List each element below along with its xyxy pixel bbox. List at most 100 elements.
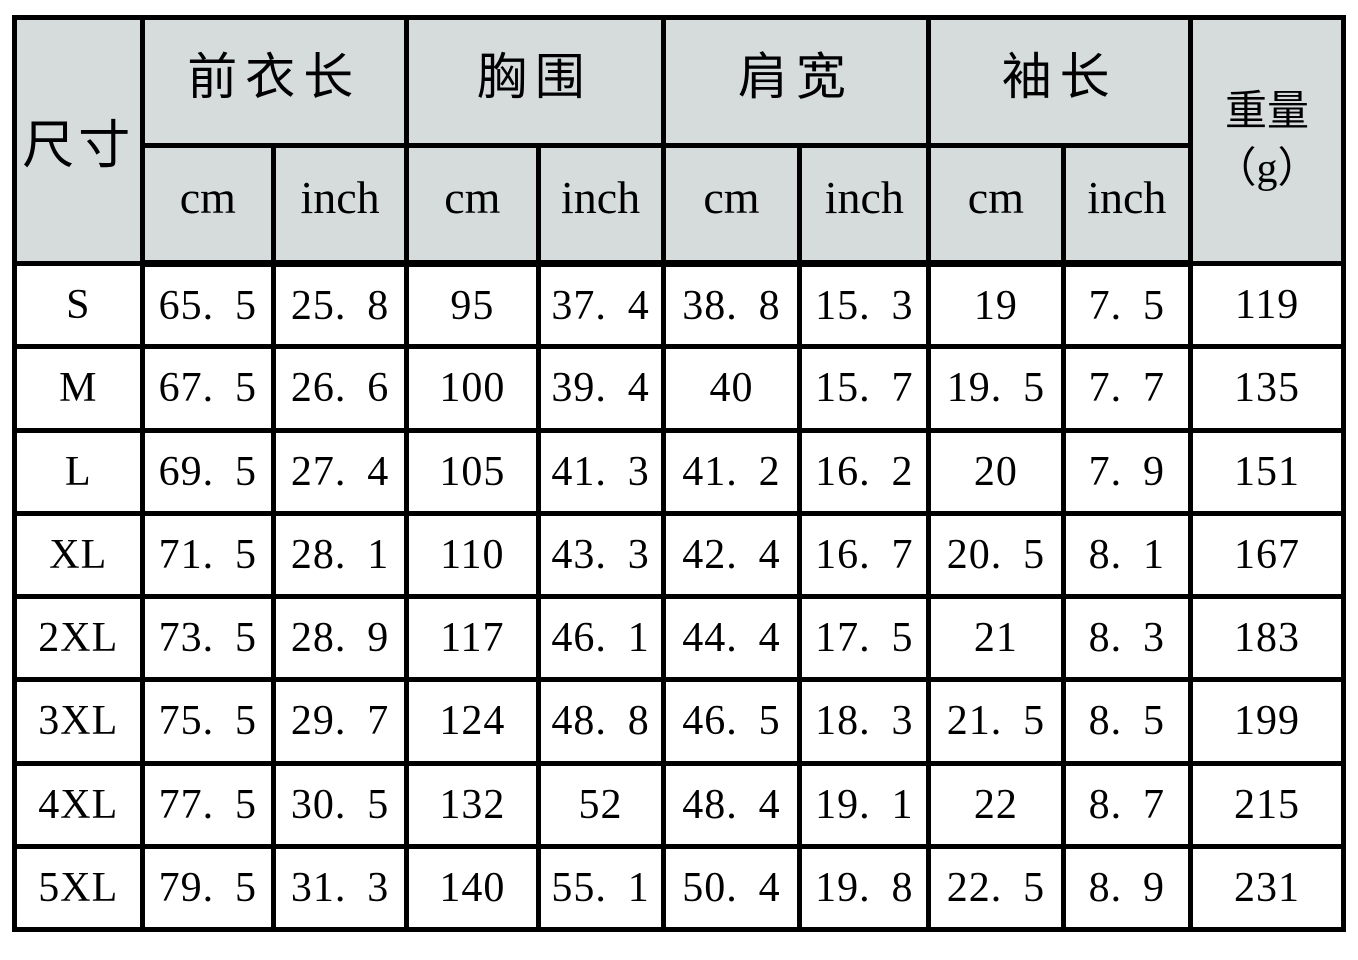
value-cell: 41. 3 [535,427,666,516]
value-cell: 67. 5 [139,344,277,433]
size-cell: 4XL [12,760,145,849]
value-cell: 65. 5 [139,260,277,350]
value-cell: 20. 5 [926,510,1066,600]
size-cell: 5XL [12,843,145,933]
table-row: L 69. 5 27. 4 105 41. 3 41. 2 16. 2 20 7. 9 151 [12,427,1346,516]
value-cell: 44. 4 [660,593,803,683]
value-cell: 28. 9 [271,593,410,683]
value-cell: 16. 2 [797,427,932,516]
value-cell: 21. 5 [926,677,1066,766]
weight-header-line1: 重量 [1225,88,1310,135]
unit-header-front-inch: inch [271,143,410,267]
value-cell: 25. 8 [271,260,410,350]
value-cell: 48. 4 [660,760,803,849]
value-cell: 29. 7 [271,677,410,766]
weight-header-line2: （g） [1214,145,1320,192]
value-cell: 27. 4 [271,427,410,516]
value-cell: 8. 1 [1060,510,1194,600]
value-cell: 183 [1188,593,1346,683]
value-cell: 69. 5 [139,427,277,516]
value-cell: 100 [404,344,541,433]
size-cell: 3XL [12,677,145,766]
value-cell: 16. 7 [797,510,932,600]
table-row: 4XL 77. 5 30. 5 132 52 48. 4 19. 1 22 8. 7 215 [12,760,1346,849]
value-cell: 31. 3 [271,843,410,933]
value-cell: 38. 8 [660,260,803,350]
value-cell: 105 [404,427,541,516]
unit-header-shoulder-cm: cm [660,143,803,267]
value-cell: 215 [1188,760,1346,849]
unit-header-chest-inch: inch [535,143,666,267]
value-cell: 117 [404,593,541,683]
value-cell: 71. 5 [139,510,277,600]
value-cell: 52 [535,760,666,849]
value-cell: 231 [1188,843,1346,933]
value-cell: 77. 5 [139,760,277,849]
value-cell: 55. 1 [535,843,666,933]
size-chart-table: 尺寸 前衣长 胸围 肩宽 袖长 重量 （g） cm inch cm inch c… [12,15,1346,933]
header-group-row: 尺寸 前衣长 胸围 肩宽 袖长 重量 （g） [12,15,1346,266]
value-cell: 79. 5 [139,843,277,933]
value-cell: 199 [1188,677,1346,766]
unit-header-shoulder-inch: inch [797,143,932,267]
value-cell: 20 [926,427,1066,516]
value-cell: 17. 5 [797,593,932,683]
unit-header-sleeve-cm: cm [926,143,1066,267]
table-body: S 65. 5 25. 8 95 37. 4 38. 8 15. 3 19 7. 5 119 M 67… [12,260,1346,933]
table-row: 2XL 73. 5 28. 9 117 46. 1 44. 4 17. 5 21 8. 3 183 [12,593,1346,683]
value-cell: 18. 3 [797,677,932,766]
value-cell: 21 [926,593,1066,683]
value-cell: 26. 6 [271,344,410,433]
value-cell: 73. 5 [139,593,277,683]
value-cell: 8. 3 [1060,593,1194,683]
value-cell: 37. 4 [535,260,666,350]
value-cell: 48. 8 [535,677,666,766]
value-cell: 7. 5 [1060,260,1194,350]
value-cell: 8. 9 [1060,843,1194,933]
value-cell: 75. 5 [139,677,277,766]
value-cell: 39. 4 [535,344,666,433]
value-cell: 46. 1 [535,593,666,683]
size-column-header: 尺寸 [12,15,145,266]
size-cell: L [12,427,145,516]
value-cell: 22. 5 [926,843,1066,933]
table-row: 5XL 79. 5 31. 3 140 55. 1 50. 4 19. 8 22. 5 8. 9… [12,843,1346,933]
size-cell: XL [12,510,145,600]
value-cell: 151 [1188,427,1346,516]
value-cell: 41. 2 [660,427,803,516]
weight-column-header: 重量 （g） [1188,15,1346,266]
table-header: 尺寸 前衣长 胸围 肩宽 袖长 重量 （g） cm inch cm inch c… [12,15,1346,267]
value-cell: 50. 4 [660,843,803,933]
value-cell: 19. 1 [797,760,932,849]
value-cell: 28. 1 [271,510,410,600]
value-cell: 167 [1188,510,1346,600]
value-cell: 19. 8 [797,843,932,933]
value-cell: 7. 9 [1060,427,1194,516]
group-header-front-length: 前衣长 [139,15,410,148]
value-cell: 132 [404,760,541,849]
value-cell: 8. 7 [1060,760,1194,849]
size-cell: 2XL [12,593,145,683]
value-cell: 110 [404,510,541,600]
value-cell: 95 [404,260,541,350]
table-row: M 67. 5 26. 6 100 39. 4 40 15. 7 19. 5 7. 7 135 [12,344,1346,433]
unit-header-chest-cm: cm [404,143,541,267]
value-cell: 7. 7 [1060,344,1194,433]
size-chart: 尺寸 前衣长 胸围 肩宽 袖长 重量 （g） cm inch cm inch c… [12,15,1346,933]
value-cell: 119 [1188,260,1346,350]
value-cell: 40 [660,344,803,433]
value-cell: 19 [926,260,1066,350]
value-cell: 43. 3 [535,510,666,600]
value-cell: 22 [926,760,1066,849]
table-row: 3XL 75. 5 29. 7 124 48. 8 46. 5 18. 3 21. 5 8. 5… [12,677,1346,766]
header-unit-row: cm inch cm inch cm inch cm inch [15,143,1344,267]
value-cell: 140 [404,843,541,933]
value-cell: 30. 5 [271,760,410,849]
value-cell: 8. 5 [1060,677,1194,766]
value-cell: 135 [1188,344,1346,433]
group-header-chest: 胸围 [404,15,666,148]
unit-header-sleeve-inch: inch [1060,143,1194,267]
value-cell: 15. 3 [797,260,932,350]
size-cell: M [12,344,145,433]
